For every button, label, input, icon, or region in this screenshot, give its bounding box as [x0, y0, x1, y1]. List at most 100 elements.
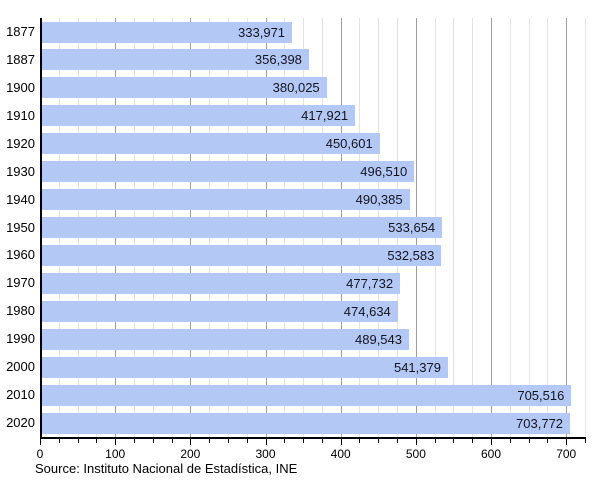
bar-value-label-2020: 703,772 — [516, 415, 564, 431]
bar-1960 — [41, 244, 442, 266]
bar-1950 — [41, 217, 443, 238]
x-tick-major — [265, 439, 267, 445]
bar-value-label-1960: 532,583 — [387, 247, 435, 263]
bar-row-2000: 541,379 — [40, 353, 585, 381]
x-tick-minor — [58, 439, 60, 443]
gridline-minor — [472, 18, 474, 437]
bar-1940 — [41, 189, 410, 211]
x-tick-minor — [284, 439, 286, 443]
x-tick-minor — [303, 439, 305, 443]
x-tick-label-400: 400 — [330, 447, 351, 461]
gridline-major — [491, 18, 493, 437]
year-label-1960: 1960 — [6, 247, 35, 263]
bar-1877 — [41, 21, 293, 43]
x-tick-label-500: 500 — [405, 447, 426, 461]
year-label-1970: 1970 — [6, 275, 35, 291]
bar-value-label-2000: 541,379 — [393, 359, 441, 375]
bar-2010 — [41, 384, 572, 406]
bar-2020 — [41, 412, 571, 434]
bar-2000 — [41, 356, 448, 378]
x-tick-minor — [509, 439, 511, 443]
bar-value-label-1990: 489,543 — [355, 331, 402, 347]
gridline-minor — [509, 18, 511, 437]
plot-area: 333,971 356,398 380,025 417,921 450,601 496,5… — [40, 18, 586, 437]
year-label-1877: 1877 — [6, 24, 35, 39]
x-tick-minor — [434, 439, 436, 443]
bar-value-label-1980: 474,634 — [343, 303, 391, 319]
bar-1980 — [41, 300, 398, 322]
gridline-minor — [547, 18, 549, 437]
bar-value-label-1877: 333,971 — [238, 24, 286, 40]
x-tick-major — [340, 439, 342, 445]
bar-1900 — [41, 77, 327, 99]
bar-row-1950: 533,654 — [40, 214, 585, 242]
source-note: Source: Instituto Nacional de Estadístic… — [35, 461, 298, 476]
bar-row-1940: 490,385 — [40, 186, 585, 214]
x-tick-minor — [77, 439, 79, 443]
bar-value-label-1940: 490,385 — [355, 192, 403, 208]
year-label-1990: 1990 — [6, 331, 35, 347]
bar-value-label-1920: 450,601 — [325, 136, 373, 152]
x-tick-label-700: 700 — [556, 447, 577, 461]
bar-1970 — [41, 272, 401, 294]
gridline-minor — [453, 18, 455, 437]
x-tick-minor — [133, 439, 135, 443]
x-tick-minor — [171, 439, 173, 443]
x-tick-major — [566, 439, 568, 445]
x-tick-label-200: 200 — [180, 447, 201, 461]
x-tick-label-0: 0 — [36, 447, 44, 461]
year-label-2020: 2020 — [6, 415, 35, 431]
bar-row-1910: 417,921 — [40, 102, 585, 130]
bar-value-label-1910: 417,921 — [301, 108, 349, 124]
x-tick-major — [115, 439, 117, 445]
bar-row-1980: 474,634 — [40, 297, 585, 325]
x-tick-minor — [152, 439, 154, 443]
year-label-1980: 1980 — [6, 303, 35, 319]
year-label-1950: 1950 — [6, 219, 35, 235]
x-tick-minor — [585, 439, 586, 443]
bar-row-1970: 477,732 — [40, 269, 585, 297]
x-tick-minor — [472, 439, 474, 443]
bar-row-1930: 496,510 — [40, 158, 585, 186]
bar-row-1990: 489,543 — [40, 325, 585, 353]
x-tick-major — [491, 439, 493, 445]
x-tick-minor — [227, 439, 229, 443]
bar-row-1877: 333,971 — [40, 18, 585, 46]
bar-value-label-2010: 705,516 — [517, 387, 565, 403]
bar-row-1960: 532,583 — [40, 241, 585, 269]
gridline-major — [566, 18, 568, 437]
bar-row-1900: 380,025 — [40, 74, 585, 102]
x-tick-minor — [96, 439, 98, 443]
bar-1920 — [41, 133, 380, 155]
bar-1887 — [41, 49, 309, 71]
x-tick-minor — [397, 439, 399, 443]
x-tick-minor — [209, 439, 211, 443]
bar-value-label-1887: 356,398 — [254, 52, 302, 68]
year-label-1910: 1910 — [6, 107, 35, 123]
gridline-minor — [528, 18, 530, 437]
x-tick-label-100: 100 — [105, 447, 126, 461]
bar-value-label-1930: 496,510 — [360, 164, 408, 180]
bar-row-1887: 356,398 — [40, 46, 585, 74]
bar-value-label-1950: 533,654 — [388, 220, 436, 235]
x-tick-major — [415, 439, 417, 445]
x-tick-minor — [453, 439, 455, 443]
x-tick-minor — [378, 439, 380, 443]
x-tick-minor — [547, 439, 549, 443]
x-tick-major — [40, 439, 41, 445]
bar-1930 — [41, 161, 415, 183]
x-tick-label-600: 600 — [481, 447, 502, 461]
x-tick-major — [190, 439, 192, 445]
year-label-2010: 2010 — [6, 387, 35, 403]
x-tick-minor — [321, 439, 323, 443]
year-label-1887: 1887 — [6, 51, 35, 67]
bar-value-label-1900: 380,025 — [272, 80, 320, 96]
x-tick-minor — [359, 439, 361, 443]
bar-1910 — [41, 105, 356, 127]
bar-row-2020: 703,772 — [40, 409, 585, 437]
gridline-minor — [585, 18, 586, 437]
year-label-1920: 1920 — [6, 135, 35, 151]
bar-value-label-1970: 477,732 — [346, 275, 394, 291]
year-label-1900: 1900 — [6, 79, 35, 95]
